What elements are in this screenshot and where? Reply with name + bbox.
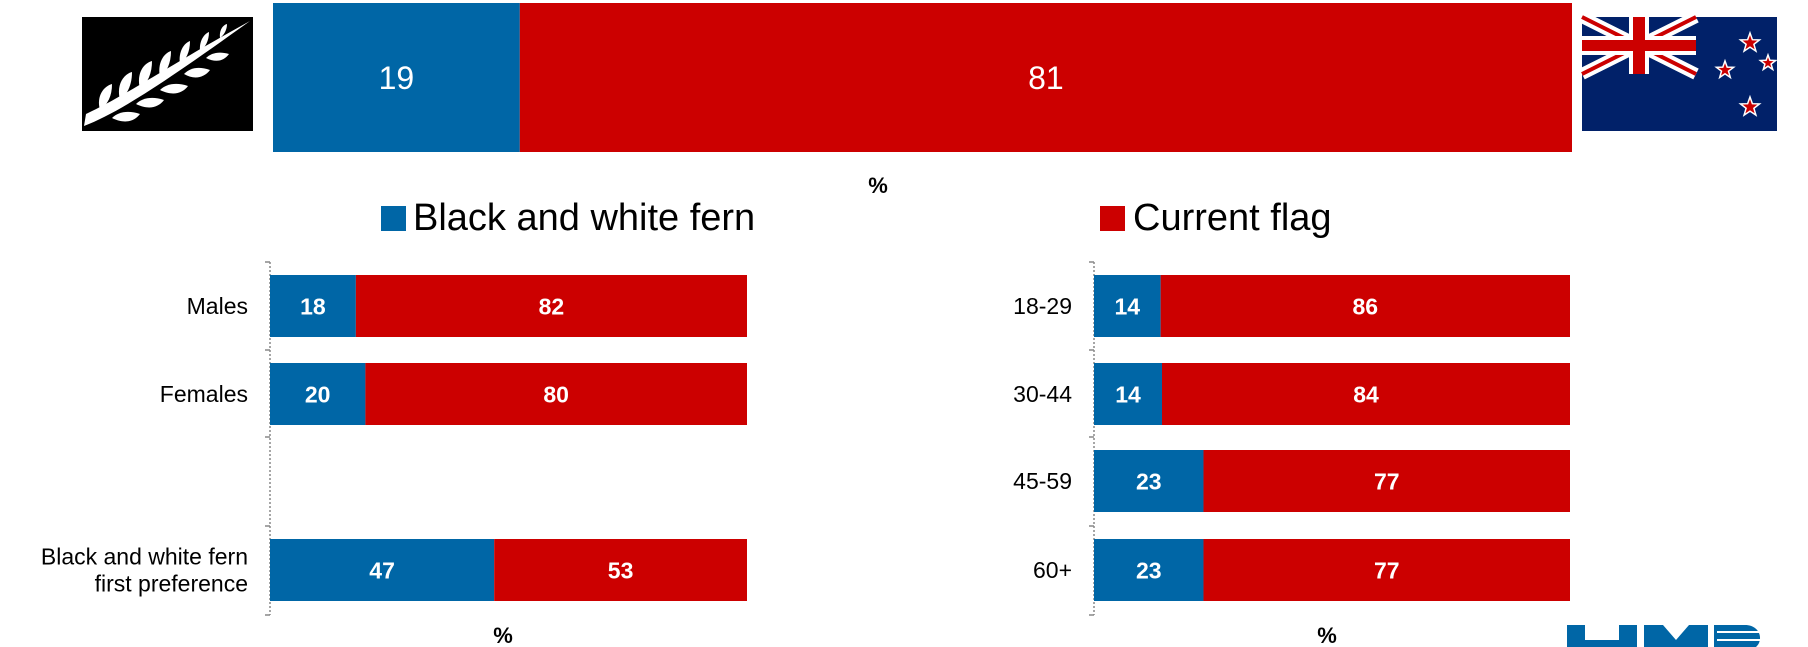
bar-segment <box>494 539 747 601</box>
data-label: 82 <box>539 293 565 319</box>
umr-logo-icon <box>1567 625 1761 647</box>
category-label: 60+ <box>1033 557 1072 583</box>
data-label: 86 <box>1353 293 1379 319</box>
legend-label-fern: Black and white fern <box>413 197 755 239</box>
charts-layer: 19 81% 18 82 Males 20 80 Females 47 53 Black and w… <box>41 3 1572 647</box>
category-label: Black and white fern <box>41 543 248 569</box>
bar-segment <box>1094 363 1162 425</box>
bar-segment <box>270 363 366 425</box>
bar-segment <box>1162 363 1570 425</box>
bar-segment <box>270 539 495 601</box>
data-label: 14 <box>1115 293 1141 319</box>
legend-label-current: Current flag <box>1133 197 1332 239</box>
chart-0: 19 81% <box>273 3 1572 198</box>
data-label: 19 <box>379 60 415 96</box>
bar-segment <box>519 3 1572 152</box>
category-label: Males <box>187 293 248 319</box>
category-label: 30-44 <box>1013 381 1072 407</box>
category-label: 45-59 <box>1013 468 1072 494</box>
data-label: 18 <box>300 293 326 319</box>
category-label: first preference <box>95 571 248 597</box>
bar-segment <box>1203 539 1570 601</box>
data-label: 77 <box>1374 468 1400 494</box>
bar-segment <box>1160 275 1570 337</box>
data-label: 47 <box>369 557 395 583</box>
axis-unit-label: % <box>1317 623 1337 647</box>
axis-unit-label: % <box>493 623 513 647</box>
data-label: 77 <box>1374 557 1400 583</box>
category-label: Females <box>160 381 248 407</box>
category-label: 18-29 <box>1013 293 1072 319</box>
bar-segment <box>1094 450 1204 512</box>
legend-swatch-fern <box>381 206 406 231</box>
data-label: 84 <box>1353 381 1379 407</box>
axis-unit-label: % <box>868 173 888 198</box>
bar-segment <box>1094 539 1204 601</box>
data-label: 23 <box>1136 557 1162 583</box>
data-label: 81 <box>1028 60 1064 96</box>
data-label: 80 <box>543 381 569 407</box>
bar-segment <box>1203 450 1570 512</box>
bar-segment <box>270 275 356 337</box>
data-label: 23 <box>1136 468 1162 494</box>
data-label: 20 <box>305 381 331 407</box>
bar-segment <box>355 275 747 337</box>
data-label: 14 <box>1115 381 1141 407</box>
chart-2: 14 86 18-29 14 84 30-44 23 77 45-59 23 77 60+% <box>1013 261 1570 647</box>
legend-swatch-current <box>1100 206 1125 231</box>
chart-1: 18 82 Males 20 80 Females 47 53 Black and white … <box>41 261 747 647</box>
bar-segment <box>1094 275 1161 337</box>
bar-segment <box>365 363 747 425</box>
chart-legend: Black and white fern Current flag <box>381 197 1332 239</box>
bar-segment <box>273 3 520 152</box>
nz-current-flag-icon <box>1579 11 1778 131</box>
data-label: 53 <box>608 557 634 583</box>
silver-fern-flag-icon <box>82 17 253 131</box>
